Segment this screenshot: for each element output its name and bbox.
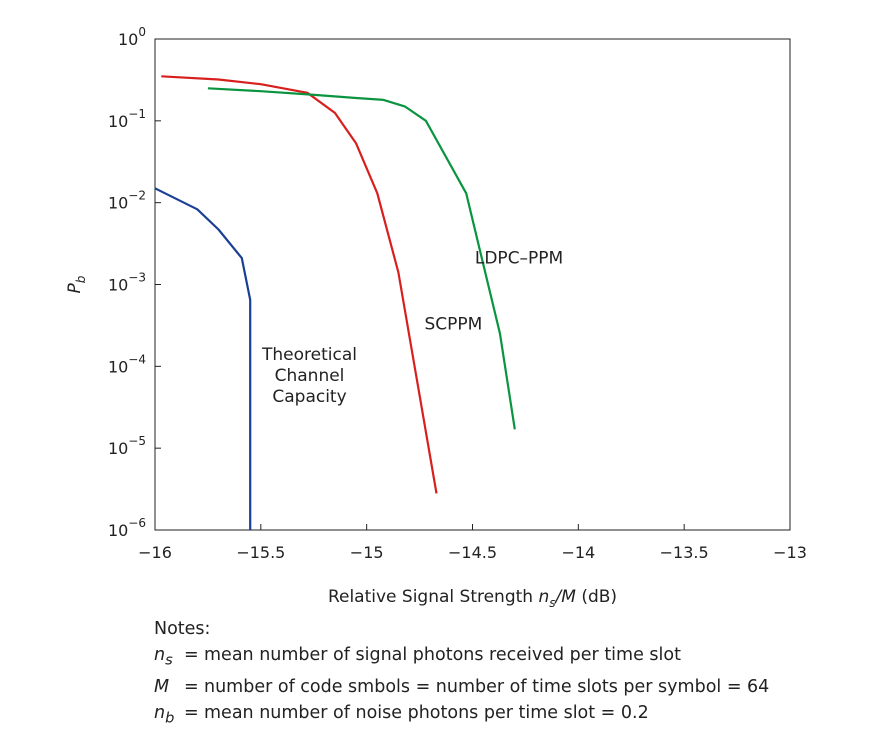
annotation-scppm: SCPPM [425, 315, 483, 335]
x-tick-label: −14 [561, 543, 595, 562]
y-tick-label: 10−4 [108, 352, 146, 376]
x-tick-label: −16 [138, 543, 172, 562]
x-axis-label: Relative Signal Strength ns/M (dB) [328, 587, 617, 610]
note-row-m: M = number of code smbols = number of time… [154, 674, 769, 700]
notes-heading: Notes: [154, 619, 211, 639]
note-symbol: nb [154, 702, 175, 727]
annotation-ldpc-ppm: LDPC–PPM [475, 249, 563, 269]
note-symbol: M [154, 676, 170, 697]
x-tick-label: −15.5 [236, 543, 285, 562]
series-line-theoretical-channel-capacity [154, 187, 252, 530]
note-text: number of code smbols = number of time s… [204, 676, 770, 697]
x-tick-label: −14.5 [448, 543, 497, 562]
series-layer [154, 75, 516, 530]
chart: −16 −15.5 −15 −14.5 −14 −13.5 −13 10010−110−21… [65, 25, 807, 610]
y-tick-label: 10−1 [108, 107, 146, 131]
series-line-scppm [161, 75, 438, 494]
y-tick-label: 10−5 [108, 434, 146, 458]
notes: Notes: ns = mean number of signal photons … [154, 616, 769, 731]
x-tick-label: −13 [773, 543, 807, 562]
series-line-ldpc-ppm [207, 87, 516, 430]
note-row-ns: ns = mean number of signal photons receive… [154, 642, 769, 674]
annotation-theoretical-channel-capacity: Theoretical Channel Capacity [261, 345, 357, 407]
y-tick-label: 100 [118, 25, 146, 49]
note-row-nb: nb = mean number of noise photons per time… [154, 700, 769, 732]
series-annotations: Theoretical Channel Capacity SCPPM LDPC–PPM [261, 249, 563, 407]
x-tick-label: −13.5 [660, 543, 709, 562]
note-text: mean number of noise photons per time sl… [204, 702, 649, 723]
y-axis: 100 10−1 10−2 10−3 10−4 10−5 10−6 [108, 25, 161, 540]
y-axis-label: Pb [65, 275, 88, 293]
y-tick-label: 10−3 [108, 271, 146, 295]
x-axis: −16 −15.5 −15 −14.5 −14 −13.5 −13 [138, 524, 807, 562]
note-text: mean number of signal photons received p… [204, 645, 681, 665]
note-symbol: ns [154, 645, 173, 669]
x-tick-label: −15 [350, 543, 384, 562]
y-tick-label: 10−6 [108, 516, 146, 540]
y-tick-label: 10−2 [108, 189, 146, 213]
